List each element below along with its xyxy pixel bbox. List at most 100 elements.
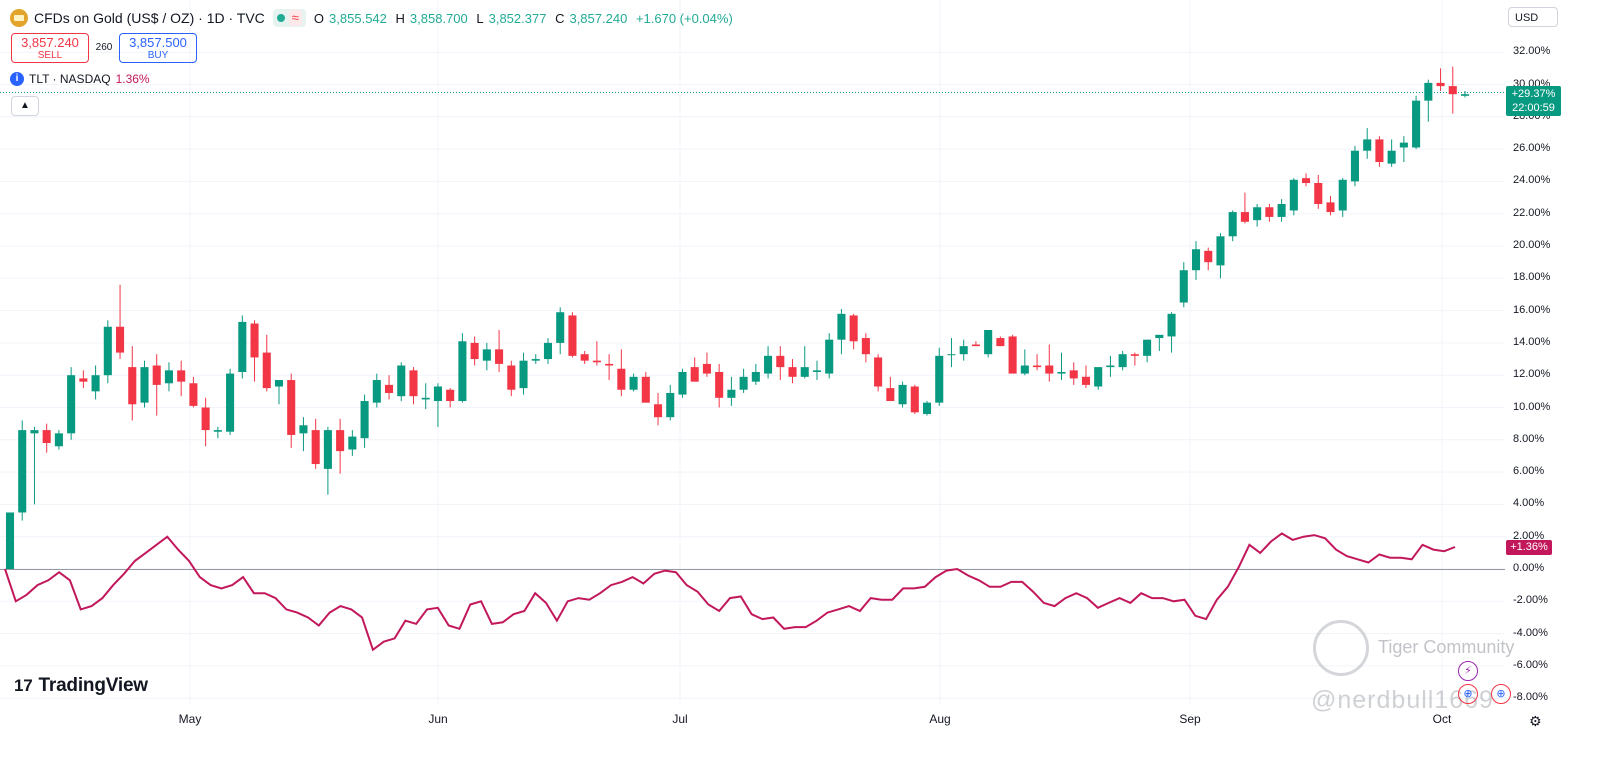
buy-button[interactable]: 3,857.500 BUY: [119, 33, 197, 63]
candle-body: [556, 312, 565, 343]
candle: [1008, 334, 1017, 374]
watermark-community: Tiger Community: [1378, 637, 1515, 657]
candle-body: [702, 363, 711, 374]
candle: [727, 376, 736, 406]
candle: [1314, 174, 1323, 209]
candle: [1118, 350, 1127, 371]
compare-legend[interactable]: i TLT · NASDAQ 1.36%: [10, 72, 150, 86]
candle: [226, 368, 235, 435]
candle: [1155, 334, 1164, 351]
price-tick: -6.00%: [1513, 658, 1548, 671]
chart-canvas[interactable]: [0, 0, 1505, 705]
candle: [30, 426, 39, 505]
countdown: 22:00:59: [1512, 102, 1555, 114]
candle: [1240, 192, 1249, 224]
candle-body: [776, 355, 785, 368]
candle-body: [1387, 150, 1396, 164]
candle: [959, 339, 968, 361]
tlt-price-label: +1.36%: [1506, 540, 1552, 555]
candle: [764, 346, 773, 379]
candle-body: [678, 371, 687, 395]
candle-body: [238, 321, 247, 372]
candle-body: [1302, 178, 1311, 184]
candle-body: [1277, 204, 1286, 217]
sell-button[interactable]: 3,857.240 SELL: [11, 33, 89, 63]
candle: [1069, 362, 1078, 385]
candle-body: [800, 367, 809, 377]
candle: [531, 354, 540, 364]
candle: [1216, 233, 1225, 279]
candle-body: [1338, 179, 1347, 211]
candle-body: [1130, 354, 1139, 356]
compare-symbol[interactable]: TLT · NASDAQ: [29, 72, 111, 86]
candle: [1302, 173, 1311, 187]
event-flag-icon-2[interactable]: ⊕: [1491, 684, 1511, 704]
candle-body: [336, 430, 345, 452]
candle-body: [311, 430, 320, 465]
candle-body: [690, 367, 699, 382]
candle-body: [152, 365, 161, 385]
candle: [274, 380, 284, 405]
candle: [776, 346, 785, 381]
candle: [1081, 365, 1091, 389]
candle-body: [922, 402, 932, 414]
time-tick: Jun: [428, 712, 448, 726]
candle-body: [837, 313, 846, 340]
candle-body: [1289, 179, 1298, 211]
ohlc-readout: O 3,855.542 H 3,858.700 L 3,852.377 C 3,857.…: [313, 10, 733, 26]
candle: [1106, 355, 1115, 377]
candle: [1179, 262, 1188, 308]
low-value: 3,852.377: [488, 10, 547, 26]
price-tick: 26.00%: [1513, 142, 1551, 155]
price-tick: 22.00%: [1513, 206, 1551, 219]
candle-body: [397, 365, 406, 397]
market-status-pill[interactable]: ≈: [272, 9, 306, 27]
candle-body: [250, 323, 259, 358]
candle: [1191, 241, 1201, 280]
lightning-icon[interactable]: ⚡: [1458, 661, 1478, 681]
settings-gear-icon[interactable]: ⚙: [1529, 713, 1542, 729]
candle-body: [1265, 207, 1274, 217]
candle: [690, 357, 699, 382]
price-tick: 2.00%: [1513, 529, 1545, 542]
candle-body: [751, 371, 760, 382]
spread-value: 260: [95, 42, 113, 53]
price-tick: 8.00%: [1513, 432, 1545, 445]
candle-body: [79, 378, 88, 382]
candle: [164, 362, 173, 392]
candle: [788, 359, 797, 384]
candle-body: [128, 367, 137, 405]
price-tick: 14.00%: [1513, 335, 1551, 348]
event-flag-icon[interactable]: ⊕: [1458, 684, 1478, 704]
gold-candles: [5, 66, 1470, 569]
candle: [470, 336, 479, 366]
price-tick: 32.00%: [1513, 45, 1551, 58]
candle: [18, 420, 27, 521]
candle: [678, 368, 687, 398]
candle-body: [1460, 94, 1470, 96]
candle: [605, 354, 614, 381]
candle-body: [1412, 100, 1421, 148]
candle-body: [1399, 142, 1408, 148]
candle-body: [226, 373, 235, 432]
candle-body: [287, 380, 296, 435]
tradingview-logo[interactable]: 17 TradingView: [14, 675, 148, 697]
candle: [311, 418, 320, 469]
candle: [1057, 352, 1066, 381]
info-icon[interactable]: i: [10, 72, 24, 86]
candle-body: [1020, 365, 1029, 374]
candle-body: [519, 360, 528, 389]
candle-body: [91, 375, 100, 392]
symbol-header[interactable]: CFDs on Gold (US$ / OZ) · 1D · TVC ≈ O 3,…: [10, 6, 733, 30]
time-tick: Aug: [929, 712, 951, 726]
candle: [495, 329, 504, 372]
candle-body: [177, 370, 186, 382]
currency-button[interactable]: USD: [1508, 7, 1558, 27]
collapse-legend-button[interactable]: ▲: [11, 96, 39, 116]
candle-body: [67, 375, 76, 434]
symbol-title[interactable]: CFDs on Gold (US$ / OZ) · 1D · TVC: [34, 10, 265, 26]
candle: [213, 426, 222, 439]
candle: [299, 417, 308, 452]
price-tick: 10.00%: [1513, 400, 1551, 413]
candle: [1228, 210, 1237, 242]
